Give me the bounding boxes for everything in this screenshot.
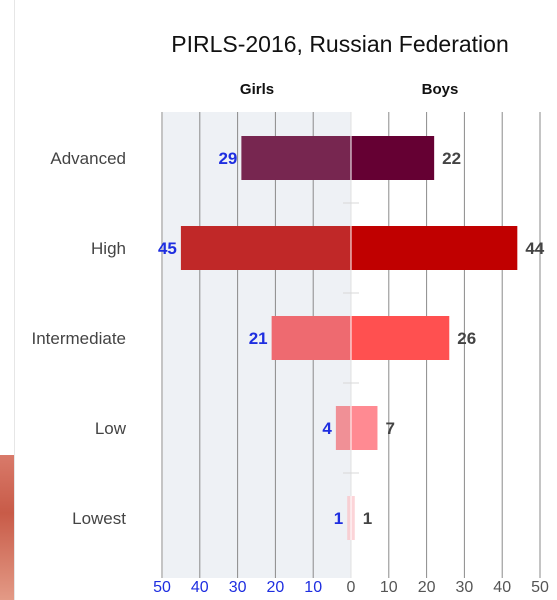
x-axis-tick-labels: 50 40 30 20 10 0 10 20 30 40 50 [153, 579, 549, 596]
butterfly-bar-chart: PIRLS-2016, Russian Federation Girls Boy… [32, 31, 550, 596]
bar-girls [271, 316, 351, 360]
background-image-strip [0, 455, 14, 600]
x-tick-label: 40 [493, 579, 511, 596]
boys-series-label: Boys [422, 81, 459, 98]
x-tick-label: 50 [153, 579, 171, 596]
category-label: Intermediate [32, 329, 127, 348]
x-tick-label: 30 [456, 579, 474, 596]
bar-girls [335, 406, 351, 450]
chart-title: PIRLS-2016, Russian Federation [171, 31, 509, 57]
data-label-boys: 22 [442, 149, 461, 168]
category-label: High [91, 239, 126, 258]
girls-series-label: Girls [240, 81, 274, 98]
data-label-boys: 7 [385, 419, 394, 438]
x-tick-label: 0 [347, 579, 356, 596]
bar-boys [351, 136, 435, 180]
x-tick-label: 20 [267, 579, 285, 596]
category-labels: Advanced High Intermediate Low Lowest [32, 149, 127, 528]
chart-container: PIRLS-2016, Russian Federation Girls Boy… [14, 0, 557, 600]
bar-boys [351, 496, 355, 540]
bar-boys [351, 226, 518, 270]
data-label-boys: 44 [525, 239, 544, 258]
data-label-girls: 45 [158, 239, 177, 258]
x-tick-label: 10 [304, 579, 322, 596]
category-label: Advanced [50, 149, 126, 168]
bar-boys [351, 406, 378, 450]
data-label-boys: 26 [457, 329, 476, 348]
category-label: Low [95, 419, 127, 438]
data-label-girls: 1 [334, 509, 343, 528]
x-tick-label: 20 [418, 579, 436, 596]
data-label-boys: 1 [363, 509, 372, 528]
bar-girls [241, 136, 351, 180]
category-label: Lowest [72, 509, 126, 528]
data-label-girls: 29 [218, 149, 237, 168]
bars [180, 136, 518, 540]
bar-girls [347, 496, 351, 540]
data-labels: 29 22 45 44 21 26 4 7 1 1 [158, 149, 545, 528]
bar-girls [180, 226, 351, 270]
center-axis-ticks [343, 202, 359, 474]
x-tick-label: 10 [380, 579, 398, 596]
bar-boys [351, 316, 450, 360]
x-tick-label: 30 [229, 579, 247, 596]
x-tick-label: 50 [531, 579, 549, 596]
data-label-girls: 4 [322, 419, 332, 438]
data-label-girls: 21 [249, 329, 268, 348]
x-tick-label: 40 [191, 579, 209, 596]
